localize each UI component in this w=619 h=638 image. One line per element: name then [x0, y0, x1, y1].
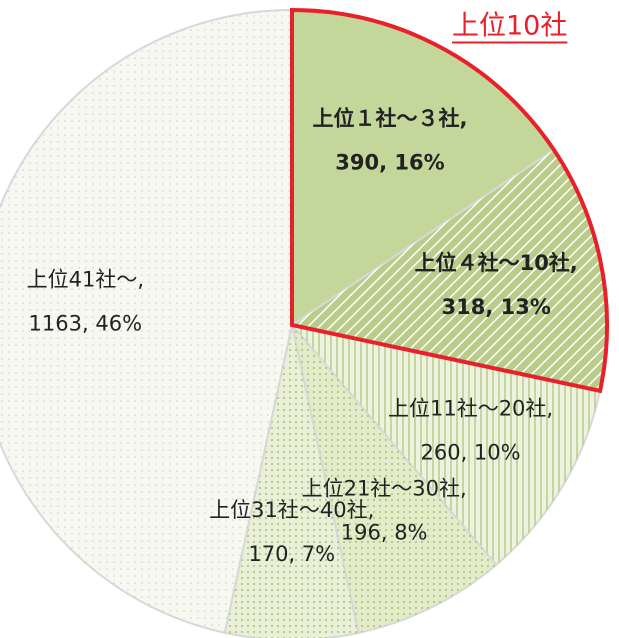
- slice-pattern: [292, 325, 497, 633]
- slice-pattern: [292, 325, 601, 565]
- slice-pattern: [0, 10, 292, 633]
- slice-value-label: 1163, 46%: [29, 312, 142, 336]
- slice-value-label: 170, 7%: [248, 542, 335, 566]
- slice-label: 上位41社～,: [27, 268, 144, 292]
- highlight-outline: [290, 7, 609, 394]
- slice-pattern: [224, 325, 359, 638]
- slice-label: 上位31社～40社,: [209, 498, 374, 522]
- annotation: 上位10社: [452, 11, 567, 42]
- slice-label: 上位４社～10社,: [415, 251, 578, 275]
- slice-label: 上位21社～30社,: [302, 476, 467, 500]
- slice-value-label: 318, 13%: [441, 295, 550, 319]
- slice-value-label: 260, 10%: [420, 441, 520, 465]
- slice-value-label: 390, 16%: [335, 151, 444, 175]
- slice-label: 上位１社～３社,: [312, 107, 467, 131]
- slice-label: 上位11社～20社,: [388, 397, 553, 421]
- slice-pattern: [292, 149, 607, 391]
- slice-value-label: 196, 8%: [341, 520, 428, 544]
